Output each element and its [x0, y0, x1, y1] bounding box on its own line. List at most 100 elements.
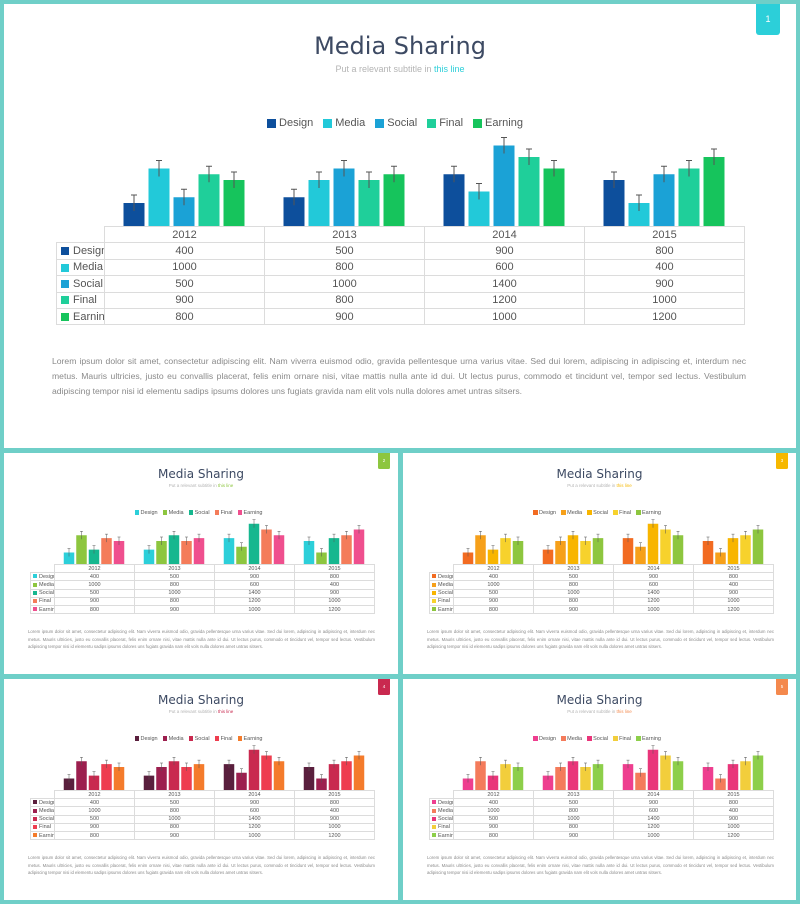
- bar-media-2012: [475, 535, 486, 564]
- error-bar: [307, 536, 311, 545]
- subtitle-text: Put a relevant subtitle in: [567, 709, 616, 714]
- table-row-header: Design: [56, 242, 105, 260]
- table-cell: 800: [134, 596, 215, 606]
- bar-final-2014: [261, 529, 272, 564]
- legend-swatch: [427, 118, 437, 128]
- table-cell: 400: [294, 806, 375, 816]
- table-cell: 1000: [693, 596, 774, 606]
- table-header-row: 2012 2013 2014 2015: [430, 563, 774, 574]
- error-bar: [516, 536, 520, 545]
- table-corner: [31, 565, 55, 573]
- row-swatch: [432, 833, 436, 838]
- error-bar: [366, 171, 372, 188]
- legend-item-design: Design: [134, 510, 158, 516]
- error-bar: [291, 188, 297, 206]
- table-column-header: 2015: [584, 225, 745, 244]
- error-bar: [479, 531, 482, 540]
- slide-subtitle: Put a relevant subtitle in this line: [4, 64, 796, 74]
- bar-social-2014: [248, 523, 260, 564]
- chart-legend: Design Media Social Final Earning: [4, 734, 398, 743]
- bar-design-2014: [223, 764, 235, 790]
- table-cell: 900: [134, 830, 215, 841]
- table-row: Final 900 800 1200 1000: [429, 822, 774, 832]
- error-bar: [265, 751, 268, 760]
- bar-chart: [63, 519, 365, 564]
- bar-design-2012: [462, 552, 474, 564]
- bar-final-2015: [678, 168, 700, 226]
- row-label: Social: [73, 277, 103, 290]
- row-swatch: [33, 582, 37, 587]
- bar-final-2013: [181, 541, 192, 564]
- table-row-header: Earning: [30, 830, 55, 841]
- table-cell: 400: [453, 798, 534, 808]
- row-label: Final: [438, 824, 450, 831]
- table-row-header: Final: [429, 822, 454, 832]
- bar-earning-2013: [592, 764, 604, 790]
- table-corner: [430, 565, 454, 573]
- row-label: Earning: [438, 606, 453, 613]
- bar-media-2012: [76, 535, 87, 564]
- row-label: Design: [438, 799, 454, 806]
- table-row: Final 900 800 1200 1000: [56, 291, 745, 309]
- table-cell: 400: [453, 572, 534, 582]
- bar-earning-2014: [273, 535, 285, 564]
- bar-design-2012: [462, 778, 474, 790]
- table-row: Design 400 500 900 800: [30, 798, 375, 808]
- bar-design-2014: [223, 538, 235, 564]
- table-cell: 1000: [294, 596, 375, 606]
- table-cell: 500: [453, 588, 534, 598]
- bar-earning-2015: [703, 157, 725, 226]
- row-swatch: [33, 574, 37, 579]
- chart-legend: Design Media Social Final Earning: [4, 508, 398, 517]
- error-bar: [546, 545, 550, 554]
- data-table: 2012 2013 2014 2015 Design 400 500 900 800 Media 1…: [30, 563, 375, 615]
- row-swatch: [61, 312, 69, 321]
- body-paragraph: Lorem ipsum dolor sit amet, consectetur …: [28, 855, 375, 875]
- bar-social-2015: [328, 538, 340, 564]
- legend-swatch: [214, 736, 220, 741]
- bar-earning-2013: [193, 538, 205, 564]
- table-corner: [430, 791, 454, 799]
- bar-final-2013: [580, 541, 591, 564]
- bar-media-2014: [236, 772, 247, 790]
- table-cell: 1000: [264, 275, 425, 293]
- slide-subtitle: Put a relevant subtitle in this line: [403, 483, 796, 488]
- row-swatch: [432, 590, 436, 595]
- error-bar: [206, 165, 212, 183]
- error-bar: [227, 759, 231, 769]
- legend-item-media: Media: [561, 510, 582, 516]
- table-header-row: 2012 2013 2014 2015: [31, 789, 375, 800]
- table-cell: 800: [134, 580, 215, 590]
- table-column-header: 2014: [613, 563, 694, 574]
- table-cell: 900: [294, 588, 375, 598]
- legend-swatch: [237, 510, 243, 515]
- error-bar: [357, 525, 361, 534]
- legend-item-design: Design: [533, 736, 556, 742]
- error-bar: [584, 762, 587, 771]
- legend-label: Social: [387, 117, 418, 129]
- legend-item-social: Social: [587, 736, 608, 742]
- row-label: Design: [39, 573, 55, 580]
- legend-swatch: [162, 736, 168, 741]
- legend-swatch: [214, 510, 220, 515]
- legend-swatch: [188, 736, 194, 741]
- row-swatch: [33, 808, 37, 813]
- error-bar: [756, 751, 760, 760]
- error-bar: [320, 548, 323, 557]
- table-cell: 800: [294, 572, 375, 582]
- error-bar: [639, 542, 642, 551]
- legend-item-final: Final: [613, 510, 631, 516]
- legend-item-earning: Earning: [237, 510, 262, 516]
- error-bar: [341, 160, 347, 177]
- row-swatch: [61, 279, 69, 288]
- subtitle-highlight: this line: [218, 709, 234, 714]
- legend-item-final: Final: [613, 736, 631, 742]
- legend-label: Design: [539, 735, 557, 742]
- table-cell: 1200: [613, 596, 694, 606]
- table-header-row: 2012 2013 2014 2015: [31, 563, 375, 574]
- table-cell: 900: [693, 814, 774, 824]
- bar-social-2014: [647, 749, 659, 790]
- error-bar: [451, 165, 457, 183]
- legend-label: Final: [220, 735, 233, 742]
- slide-title: Media Sharing: [158, 467, 244, 481]
